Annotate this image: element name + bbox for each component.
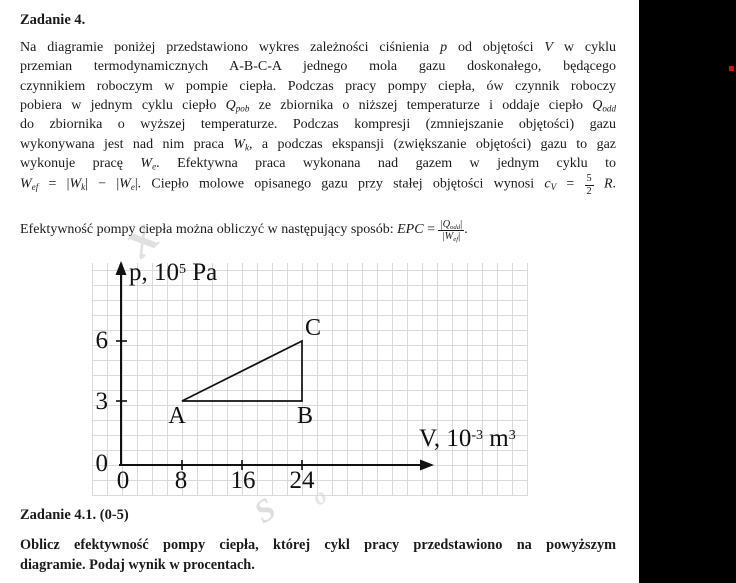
subtask-instruction-line2: diagramie. Podaj wynik w procentach. — [20, 557, 255, 573]
y-axis-arrowhead — [115, 261, 127, 275]
subtask-instruction: Oblicz efektywność pompy ciepła, której … — [20, 535, 616, 575]
paragraph-line: wykonywana jest nad nim praca Wk, a podc… — [20, 136, 616, 153]
task-title: Zadanie 4. — [20, 12, 86, 28]
x-tick-24: 24 — [289, 467, 315, 494]
x-tick-8: 8 — [174, 467, 188, 494]
y-tick-0: 0 — [95, 450, 109, 477]
vertex-label-C: C — [304, 315, 321, 341]
task-description-paragraph: Na diagramie poniżej przedstawiono wykre… — [20, 38, 617, 197]
subtask-heading: Zadanie 4.1. (0-5) — [20, 507, 129, 523]
y-axis-label: p, 105 Pa — [129, 259, 218, 286]
cycle-triangle — [181, 339, 303, 402]
y-tick-6: 6 — [95, 327, 109, 354]
epc-formula-line: Efektywność pompy ciepła można obliczyć … — [20, 218, 468, 243]
x-axis-label: V, 10-3 m3 — [419, 425, 516, 452]
paragraph-line: przemian termodynamicznych A-B-C-A jedne… — [20, 59, 616, 75]
x-axis-arrowhead — [420, 459, 434, 471]
paragraph-line: Wef = |Wk| − |We|. Ciepło molowe opisane… — [20, 173, 616, 197]
red-marker — [729, 66, 734, 71]
x-tick-16: 16 — [230, 467, 256, 494]
paragraph-line: Na diagramie poniżej przedstawiono wykre… — [20, 40, 617, 55]
x-tick-0: 0 — [116, 467, 130, 494]
vertex-label-A: A — [168, 403, 186, 429]
subtask-instruction-line1: Oblicz efektywność pompy ciepła, której … — [20, 537, 616, 553]
paragraph-line: wykonuje pracę We. Efektywna praca wykon… — [20, 156, 616, 172]
vertex-label-B: B — [296, 403, 313, 429]
y-tick-3: 3 — [95, 388, 109, 415]
pv-diagram-grid — [92, 263, 528, 496]
pv-diagram-plot — [115, 261, 434, 471]
paragraph-line: pobiera w jednym cyklu ciepło Qpob ze zb… — [20, 98, 616, 114]
paragraph-line: do zbiornika o wyższej temperaturze. Pod… — [20, 117, 616, 133]
paragraph-line: czynnikiem roboczym w pompie ciepła. Pod… — [20, 78, 616, 94]
black-sidebar — [639, 0, 736, 583]
